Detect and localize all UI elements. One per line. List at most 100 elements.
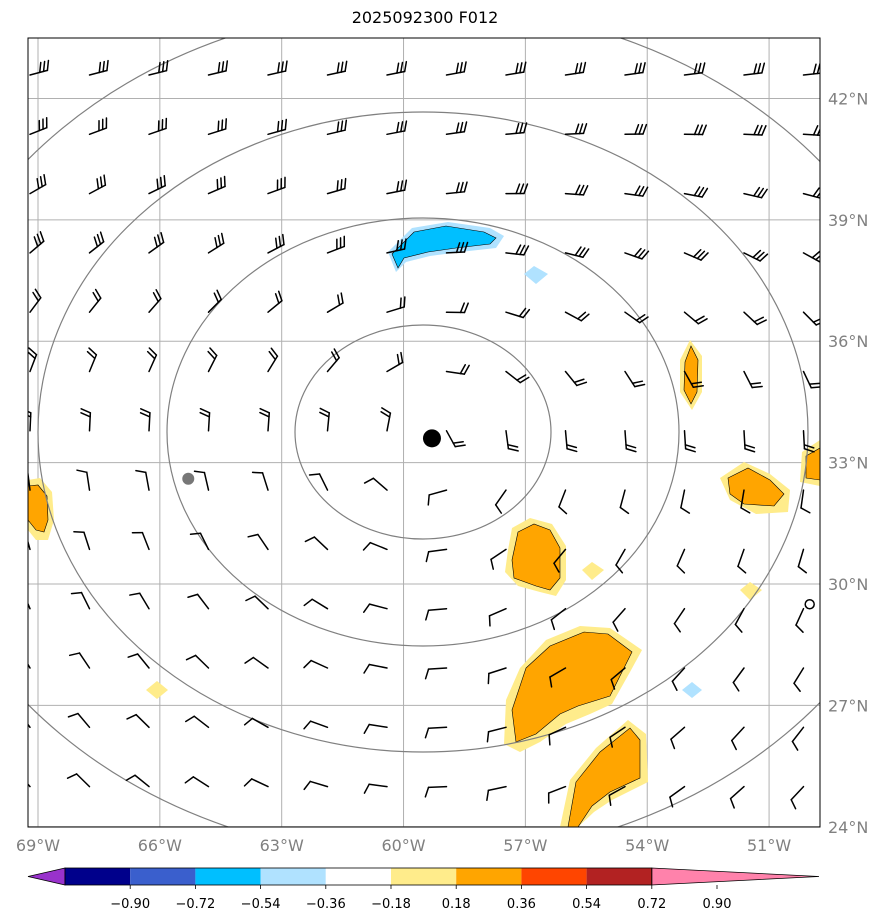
wind-barb	[549, 667, 567, 688]
wind-barb	[76, 469, 91, 491]
wind-barb	[445, 61, 467, 76]
colorbar-tick-label: −0.36	[306, 897, 346, 912]
wind-barb	[445, 430, 466, 448]
wind-barb	[486, 726, 507, 743]
wind-barb	[303, 659, 329, 669]
wind-barb	[245, 595, 269, 610]
wind-barb	[731, 726, 745, 751]
range-ring-2	[166, 217, 680, 647]
anomaly-speck-3	[146, 681, 168, 699]
anomaly-speck-1	[582, 562, 604, 580]
wind-barb	[564, 184, 589, 196]
wind-barb	[743, 62, 766, 76]
wind-barb	[424, 726, 448, 739]
wind-barb	[28, 539, 31, 551]
graticule	[28, 38, 820, 827]
wind-barb	[326, 292, 344, 313]
wind-barb	[28, 410, 32, 432]
wind-barb	[564, 61, 587, 76]
anomaly-region-south-core	[511, 631, 633, 743]
wind-barb	[624, 430, 637, 453]
wind-barb	[505, 370, 530, 384]
wind-barb	[88, 174, 107, 195]
wind-barb	[73, 531, 91, 551]
wind-barb	[445, 364, 470, 375]
colorbar-segment	[325, 868, 391, 885]
wind-barb	[386, 351, 404, 373]
wind-barb	[505, 307, 531, 319]
wind-barb	[743, 249, 769, 262]
colorbar-tick-label: −0.54	[241, 897, 281, 912]
wind-barb	[184, 715, 210, 729]
wind-barb	[304, 536, 329, 551]
wind-barb	[131, 531, 150, 551]
wind-barb	[683, 311, 708, 325]
anomaly-region-north-core	[391, 225, 497, 269]
wind-barb	[734, 607, 745, 633]
wind-barb	[743, 370, 763, 389]
wind-barb	[187, 593, 210, 610]
wind-barb	[547, 785, 567, 804]
wind-barb	[326, 177, 347, 195]
plot-title: 2025092300 F012	[351, 8, 499, 27]
wind-barb	[207, 118, 228, 136]
wind-barb	[802, 63, 820, 76]
wind-barb	[743, 186, 768, 199]
wind-barb	[548, 726, 567, 746]
wind-barb	[189, 532, 210, 551]
anomaly-region-west-edge-core	[28, 484, 49, 533]
wind-barb	[303, 780, 329, 791]
wind-barb	[28, 723, 31, 729]
lat-tick-label: 27°N	[828, 696, 868, 715]
wind-barb	[28, 783, 31, 788]
wind-barb	[193, 470, 210, 491]
wind-barb	[743, 430, 756, 453]
wind-barb	[487, 667, 507, 685]
wind-barb	[207, 289, 222, 313]
wind-barb	[505, 244, 530, 256]
wind-barb	[802, 125, 820, 137]
wind-barb	[326, 119, 348, 136]
colorbar-tick-label: 0.18	[442, 897, 471, 912]
wind-barb	[673, 607, 686, 633]
wind-barb	[609, 726, 626, 748]
latitude-labels: 42°N 39°N 36°N 33°N 30°N 27°N 24°N	[828, 89, 868, 836]
wind-barb	[624, 185, 649, 197]
wind-barb	[86, 347, 98, 373]
wind-barb	[564, 370, 588, 387]
wind-barb	[683, 186, 709, 198]
wind-barb	[148, 289, 162, 313]
wind-barb	[185, 654, 210, 669]
wind-barb	[445, 121, 468, 136]
wind-barb	[303, 720, 329, 730]
anomaly-region-east-core	[727, 467, 785, 507]
wind-barb	[207, 347, 218, 373]
lon-tick-label: 51°W	[747, 836, 791, 855]
wind-barb	[564, 430, 578, 453]
wind-barb	[243, 717, 269, 729]
wind-barb	[490, 548, 507, 570]
wind-barb	[740, 489, 751, 514]
wind-barb	[505, 122, 528, 136]
wind-barb	[386, 238, 407, 254]
wind-barb	[319, 407, 330, 432]
wind-barb	[386, 179, 408, 195]
wind-barb	[267, 290, 283, 313]
wind-barb	[247, 533, 269, 551]
wind-barb	[88, 231, 105, 254]
wind-barb	[326, 348, 340, 373]
colorbar-outline	[64, 867, 653, 886]
wind-barb	[624, 370, 646, 388]
lat-tick-label: 42°N	[828, 89, 868, 108]
wind-barb	[363, 663, 388, 674]
wind-barb	[28, 602, 31, 610]
wind-barb	[363, 477, 388, 491]
wind-barb	[486, 785, 507, 801]
wind-barb	[624, 247, 650, 260]
colorbar-tick-label: −0.18	[371, 897, 411, 912]
wind-barb	[494, 489, 507, 514]
lon-tick-label: 66°W	[138, 836, 182, 855]
colorbar-tick-label: 0.54	[572, 897, 601, 912]
lon-tick-label: 63°W	[260, 836, 304, 855]
